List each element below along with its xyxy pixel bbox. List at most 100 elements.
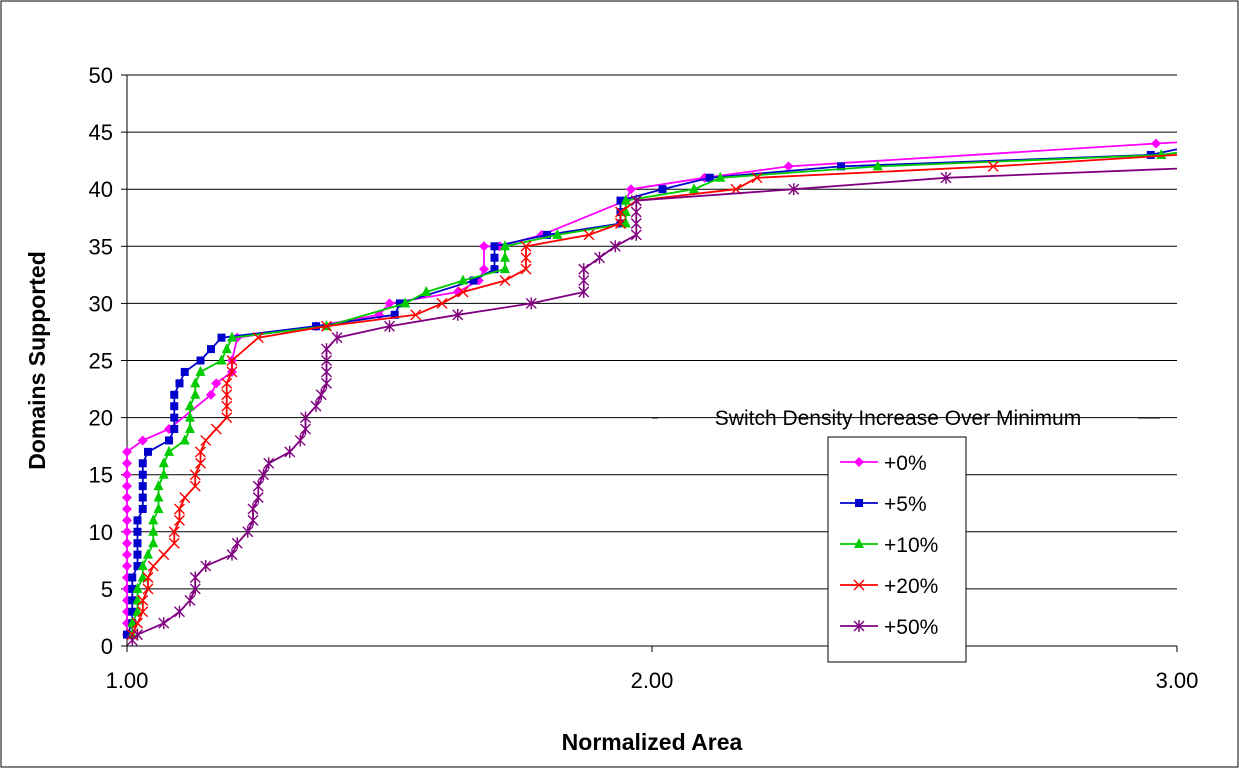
data-point xyxy=(133,539,142,548)
data-point xyxy=(783,161,794,172)
data-point xyxy=(158,457,169,468)
data-point xyxy=(174,514,185,526)
legend-label: +5% xyxy=(884,493,927,516)
data-point xyxy=(615,217,626,229)
data-point xyxy=(147,560,159,572)
data-point xyxy=(421,285,432,296)
data-point xyxy=(137,571,148,582)
x-axis-label: Normalized Area xyxy=(562,729,743,755)
data-point xyxy=(620,206,631,217)
legend-label: +20% xyxy=(884,575,938,598)
data-point xyxy=(170,390,179,399)
data-point xyxy=(252,332,264,344)
series-layer xyxy=(122,138,1178,647)
data-point xyxy=(221,377,233,389)
data-point xyxy=(458,274,468,285)
data-point xyxy=(626,184,636,195)
data-point xyxy=(132,594,143,605)
data-point xyxy=(196,356,205,365)
data-point xyxy=(390,310,399,319)
data-point xyxy=(630,228,642,241)
data-point xyxy=(184,594,196,607)
data-point xyxy=(148,537,159,548)
data-point xyxy=(216,354,227,365)
data-point xyxy=(226,355,238,366)
data-point xyxy=(552,228,563,239)
data-point xyxy=(231,537,243,550)
data-point xyxy=(137,594,149,606)
data-point xyxy=(158,468,169,479)
data-point xyxy=(153,480,164,491)
data-point xyxy=(479,241,489,252)
legend-item: +5% xyxy=(840,493,927,516)
data-point xyxy=(122,481,132,492)
legend-swatch-marker xyxy=(853,579,865,591)
data-point xyxy=(211,378,222,389)
data-point xyxy=(221,412,233,424)
legend-item: +0% xyxy=(840,452,927,475)
data-point xyxy=(630,194,642,207)
data-point xyxy=(174,503,185,515)
data-point xyxy=(132,628,143,641)
data-point xyxy=(689,183,699,194)
data-point xyxy=(321,320,332,332)
gridlines xyxy=(127,74,1177,590)
y-tick-label: 0 xyxy=(101,634,113,659)
data-point xyxy=(457,286,469,298)
data-point xyxy=(479,264,489,275)
data-point xyxy=(410,309,422,321)
data-point xyxy=(122,469,132,480)
data-point xyxy=(284,445,296,458)
data-point xyxy=(190,377,201,388)
data-point xyxy=(609,240,621,253)
data-point xyxy=(594,251,605,264)
data-point xyxy=(705,173,714,182)
y-tick-label: 40 xyxy=(89,177,113,202)
data-point xyxy=(300,423,311,436)
data-point xyxy=(175,379,184,388)
data-point xyxy=(138,470,147,479)
y-tick-label: 10 xyxy=(89,520,113,545)
data-point xyxy=(1151,138,1161,149)
data-point xyxy=(247,514,259,527)
data-point xyxy=(543,230,551,239)
data-point xyxy=(578,274,590,287)
data-point xyxy=(615,206,626,218)
data-point xyxy=(620,194,631,205)
legend-label: +0% xyxy=(884,452,927,475)
data-point xyxy=(189,469,201,481)
data-point xyxy=(987,160,999,172)
data-point xyxy=(400,297,411,308)
data-point xyxy=(170,413,179,422)
data-point xyxy=(138,493,147,502)
data-point xyxy=(137,606,149,618)
data-point xyxy=(185,400,195,411)
data-point xyxy=(127,617,138,628)
legend-item: +20% xyxy=(840,575,938,598)
data-point xyxy=(179,492,191,504)
data-point xyxy=(583,229,595,241)
x-tick-labels: 1.00 2.00 3.00 xyxy=(106,668,1199,693)
data-point xyxy=(122,446,132,457)
y-tick-label: 25 xyxy=(89,349,113,374)
data-point xyxy=(168,526,180,538)
data-point xyxy=(242,525,254,538)
data-point xyxy=(170,425,179,434)
data-point xyxy=(520,240,532,252)
data-point xyxy=(133,550,142,559)
data-point xyxy=(616,196,625,205)
data-point xyxy=(158,549,170,561)
data-point xyxy=(180,367,189,376)
data-point xyxy=(128,607,137,616)
data-point xyxy=(200,434,212,446)
data-point xyxy=(520,252,532,264)
legend-item: +10% xyxy=(840,534,938,557)
data-point xyxy=(226,548,238,561)
x-tick-label: 3.00 xyxy=(1156,668,1199,693)
data-point xyxy=(133,516,142,525)
data-point xyxy=(138,459,147,468)
data-point xyxy=(252,480,264,493)
data-point xyxy=(143,548,153,559)
data-point xyxy=(164,445,174,456)
